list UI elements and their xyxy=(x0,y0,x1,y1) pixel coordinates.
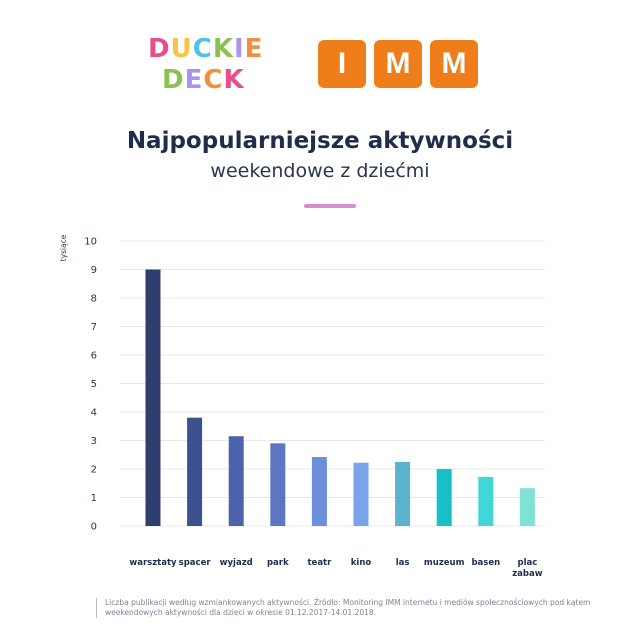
duckie-logo-letter: C xyxy=(192,34,213,64)
duckie-logo-line2: DECK xyxy=(162,67,245,93)
x-tick-label: warsztaty xyxy=(129,558,177,568)
y-tick-label: 7 xyxy=(91,322,97,333)
duckie-logo-letter: K xyxy=(223,65,245,95)
bar xyxy=(478,476,494,526)
y-tick-label: 3 xyxy=(91,436,97,447)
duckie-logo-letter: I xyxy=(233,34,245,64)
y-tick-label: 4 xyxy=(91,408,97,419)
bar xyxy=(311,457,327,526)
logo-bar: DUCKIE DECK I M M xyxy=(0,30,640,100)
chart-title: Najpopularniejsze aktywności xyxy=(126,128,514,154)
bar xyxy=(436,469,452,526)
duckie-logo-letter: E xyxy=(244,34,264,64)
title-divider xyxy=(304,204,356,208)
footnote: Liczba publikacji według wzmiankowanych … xyxy=(96,598,605,618)
x-tick-label: teatr xyxy=(307,558,332,568)
bar xyxy=(395,461,411,526)
x-tick-label: park xyxy=(267,558,289,568)
x-tick-label: muzeum xyxy=(424,558,465,568)
imm-logo-letter: M xyxy=(430,40,478,88)
y-tick-label: 5 xyxy=(91,379,97,390)
x-tick-label: wyjazd xyxy=(220,558,253,568)
duckie-logo-letter: K xyxy=(212,34,234,64)
duckie-logo-line1: DUCKIE xyxy=(148,36,263,62)
x-tick-label: kino xyxy=(351,558,372,568)
imm-logo-letter: M xyxy=(374,40,422,88)
duckie-logo-letter: D xyxy=(162,65,185,95)
chart-subtitle: weekendowe z dziećmi xyxy=(210,160,430,182)
y-tick-label: 10 xyxy=(84,237,97,248)
duckie-logo-letter: D xyxy=(148,34,171,64)
bar xyxy=(519,488,535,526)
y-tick-label: 0 xyxy=(91,522,97,533)
x-tick-label: zabaw xyxy=(512,569,543,579)
bar xyxy=(145,269,161,526)
duckie-deck-logo: DUCKIE DECK xyxy=(142,36,272,98)
imm-logo: I M M xyxy=(318,40,478,90)
y-tick-label: 1 xyxy=(91,493,97,504)
duckie-logo-letter: U xyxy=(170,34,193,64)
x-tick-label: plac xyxy=(518,558,538,568)
y-tick-label: 9 xyxy=(91,265,97,276)
duckie-logo-letter: C xyxy=(203,65,224,95)
imm-logo-letter: I xyxy=(318,40,366,88)
y-tick-label: 2 xyxy=(91,465,97,476)
y-axis-label: tysiące xyxy=(59,234,68,261)
bar xyxy=(270,443,286,526)
bar xyxy=(228,436,244,526)
y-tick-label: 6 xyxy=(91,351,97,362)
x-tick-label: spacer xyxy=(179,558,212,568)
duckie-logo-letter: E xyxy=(184,65,204,95)
x-tick-label: las xyxy=(396,558,410,568)
bar xyxy=(187,417,203,526)
bar xyxy=(353,462,369,526)
y-tick-label: 8 xyxy=(91,294,97,305)
x-tick-label: basen xyxy=(471,558,500,568)
